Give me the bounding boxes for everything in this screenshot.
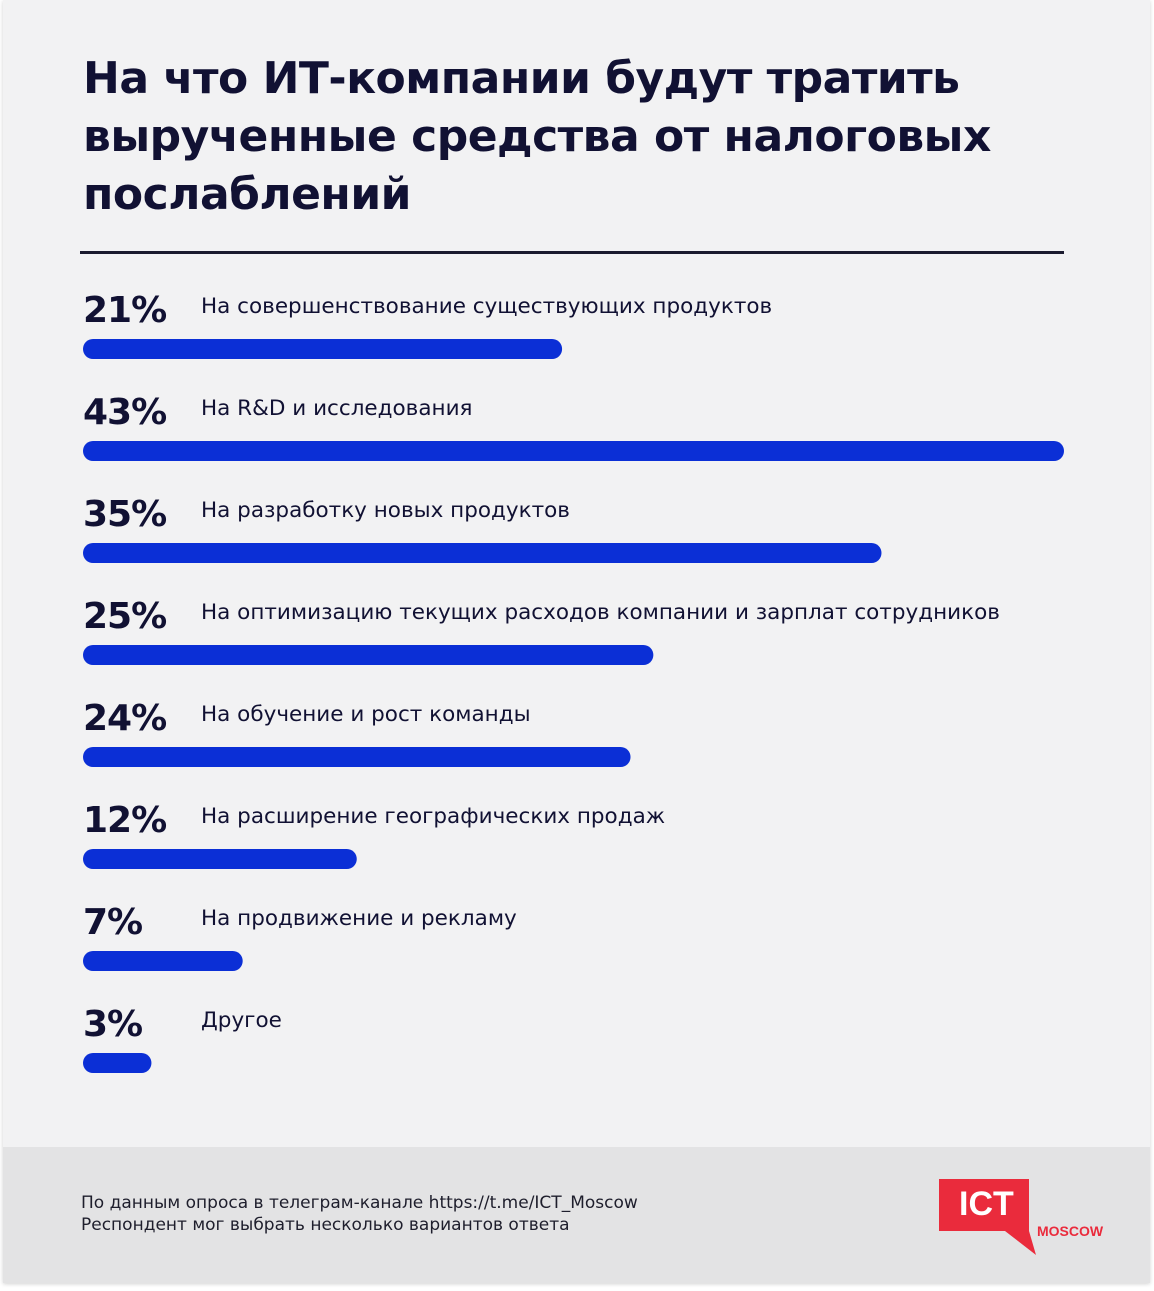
category-label: На совершенствование существующих продук…: [201, 294, 772, 319]
value-label: 24%: [83, 698, 166, 739]
logo-speech-bubble: [939, 1179, 1036, 1255]
category-label: На расширение географических продаж: [201, 804, 665, 829]
source-note: По данным опроса в телеграм-канале https…: [81, 1193, 638, 1213]
title-divider: [80, 251, 1064, 254]
category-label: На обучение и рост команды: [201, 702, 531, 727]
multi-answer-note: Респондент мог выбрать несколько вариант…: [81, 1215, 570, 1235]
value-label: 3%: [83, 1004, 142, 1045]
bar: [83, 1053, 152, 1073]
bar: [83, 747, 631, 767]
bar-chart: 21% На совершенствование существующих про…: [83, 290, 1064, 1073]
value-label: 25%: [83, 596, 166, 637]
infographic-card: На что ИТ-компании будут тратить выручен…: [3, 0, 1150, 1283]
bar: [83, 645, 654, 665]
value-label: 35%: [83, 494, 166, 535]
value-label: 21%: [83, 290, 166, 331]
chart-title: На что ИТ-компании будут тратить выручен…: [83, 53, 991, 220]
bar: [83, 543, 882, 563]
bar: [83, 951, 243, 971]
logo-sub-text: MOSCOW: [1037, 1223, 1104, 1239]
value-label: 7%: [83, 902, 142, 943]
category-label: На R&D и исследования: [201, 396, 473, 421]
category-label: Другое: [201, 1008, 282, 1033]
bar: [83, 339, 563, 359]
value-label: 12%: [83, 800, 166, 841]
value-label: 43%: [83, 392, 166, 433]
logo-main-text: ICT: [959, 1185, 1014, 1223]
category-label: На разработку новых продуктов: [201, 498, 570, 523]
category-label: На оптимизацию текущих расходов компании…: [201, 600, 1000, 625]
bar: [83, 441, 1064, 461]
category-label: На продвижение и рекламу: [201, 906, 517, 931]
ict-moscow-logo: ICT MOSCOW: [939, 1179, 1104, 1255]
footer: По данным опроса в телеграм-канале https…: [3, 1147, 1150, 1283]
bar: [83, 849, 357, 869]
